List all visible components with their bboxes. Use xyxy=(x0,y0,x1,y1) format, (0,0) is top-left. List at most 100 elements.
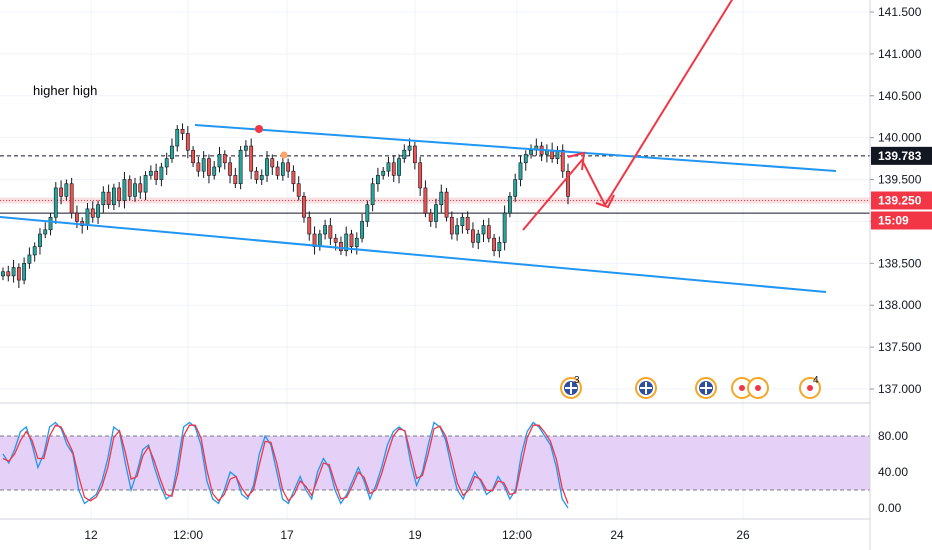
candle-body-37 xyxy=(196,162,201,172)
candle-body-81 xyxy=(428,212,433,222)
candle-body-4 xyxy=(22,263,27,281)
candle-body-95 xyxy=(502,212,507,243)
candle-body-44 xyxy=(233,175,238,185)
price-labels: 139.783 139.250 15:09 xyxy=(871,146,932,230)
osc-tick-label-1: 40.00 xyxy=(878,465,908,479)
candle-body-0 xyxy=(1,271,5,277)
descending-channel[interactable] xyxy=(0,124,837,293)
candle-body-83 xyxy=(439,191,444,205)
candle-body-42 xyxy=(222,154,227,164)
candle-body-57 xyxy=(302,196,306,218)
candle-body-46 xyxy=(243,145,248,151)
candle-body-64 xyxy=(339,242,343,252)
osc-tick-label-2: 80.00 xyxy=(878,429,908,443)
event-badge-5[interactable]: 4 xyxy=(799,375,821,399)
oscillator-pane[interactable] xyxy=(0,421,870,509)
pivot-dot-red xyxy=(255,125,263,133)
event-badge-5-dot xyxy=(807,385,813,391)
time-tick-label-2: 17 xyxy=(280,528,294,542)
candle-body-43 xyxy=(228,162,232,176)
candle-body-80 xyxy=(423,187,428,214)
pivot-markers xyxy=(255,125,288,159)
projection-arrowhead-2 xyxy=(595,194,615,209)
candle-body-18 xyxy=(96,204,100,218)
candle-body-74 xyxy=(391,162,396,176)
candle-body-35 xyxy=(185,133,190,151)
candle-body-11 xyxy=(59,187,63,197)
channel-upper-line xyxy=(194,124,837,172)
time-tick-label-4: 12:00 xyxy=(502,528,532,542)
candle-body-33 xyxy=(175,128,180,147)
candle-body-1 xyxy=(6,271,11,277)
channel-lower-line xyxy=(0,216,827,293)
candle-body-90 xyxy=(476,233,481,243)
candle-body-56 xyxy=(296,183,301,197)
oscillator-band xyxy=(0,436,870,490)
event-badge-3[interactable] xyxy=(695,377,717,399)
event-badge-4[interactable] xyxy=(731,377,769,399)
candle-body-2 xyxy=(11,267,16,277)
price-tick-label-7: 140.500 xyxy=(878,89,922,103)
projection-polyline xyxy=(522,0,734,231)
candle-body-98 xyxy=(518,162,523,180)
candle-body-66 xyxy=(349,233,354,247)
event-badge-4-dot xyxy=(739,385,745,391)
candle-body-96 xyxy=(508,196,512,214)
price-label-bg-level-price xyxy=(871,191,932,210)
candle-body-29 xyxy=(154,170,159,180)
candle-body-88 xyxy=(465,216,470,231)
candle-body-100 xyxy=(529,149,533,155)
candle-body-10 xyxy=(53,187,58,218)
candle-body-87 xyxy=(460,216,465,226)
event-badge-2[interactable] xyxy=(635,377,657,399)
candle-body-40 xyxy=(212,166,217,176)
candle-body-51 xyxy=(270,158,275,168)
price-tick-label-8: 141.000 xyxy=(878,47,922,61)
candle-body-60 xyxy=(317,233,322,247)
candle-body-6 xyxy=(32,246,37,256)
candle-body-25 xyxy=(133,183,137,197)
osc-series-line-0 xyxy=(2,421,569,509)
candle-body-65 xyxy=(344,233,349,252)
candle-body-12 xyxy=(64,183,69,197)
candle-body-58 xyxy=(307,216,312,235)
candle-body-82 xyxy=(434,204,438,222)
candle-body-24 xyxy=(127,179,132,197)
candle-body-94 xyxy=(497,242,502,252)
time-axis[interactable]: 12 12:00 17 19 12:00 24 26 xyxy=(84,528,750,542)
candle-body-93 xyxy=(492,237,496,252)
candle-body-23 xyxy=(122,179,127,201)
candle-body-52 xyxy=(275,166,280,176)
oscillator-axis[interactable]: 0.00 40.00 80.00 xyxy=(878,429,908,515)
candle-body-97 xyxy=(513,179,518,197)
candle-body-62 xyxy=(328,225,333,239)
candle-body-30 xyxy=(159,166,164,180)
price-label-text-countdown: 15:09 xyxy=(878,214,909,228)
candle-body-84 xyxy=(444,191,449,218)
candle-body-36 xyxy=(191,149,195,164)
event-badge-1-count: 3 xyxy=(574,375,580,386)
candle-body-67 xyxy=(354,237,359,247)
price-tick-label-5: 139.500 xyxy=(878,173,922,187)
candle-body-26 xyxy=(138,183,143,193)
event-badge-5-count: 4 xyxy=(813,375,819,386)
time-tick-label-1: 12:00 xyxy=(173,528,203,542)
candle-body-61 xyxy=(323,225,328,235)
candle-body-9 xyxy=(48,216,53,231)
price-label-text-level-price: 139.250 xyxy=(878,194,922,208)
candlestick-series xyxy=(1,123,570,289)
price-tick-label-6: 140.000 xyxy=(878,131,922,145)
price-tick-label-0: 137.000 xyxy=(878,382,922,396)
candle-body-49 xyxy=(259,175,264,180)
candle-body-91 xyxy=(481,225,486,235)
candle-body-22 xyxy=(117,187,122,201)
event-badge-1[interactable]: 3 xyxy=(560,375,582,399)
candle-body-68 xyxy=(360,221,364,239)
projection-arrowhead-1 xyxy=(567,151,586,171)
projection-path[interactable] xyxy=(522,0,735,231)
price-tick-label-2: 138.000 xyxy=(878,298,922,312)
candle-body-41 xyxy=(217,154,222,168)
